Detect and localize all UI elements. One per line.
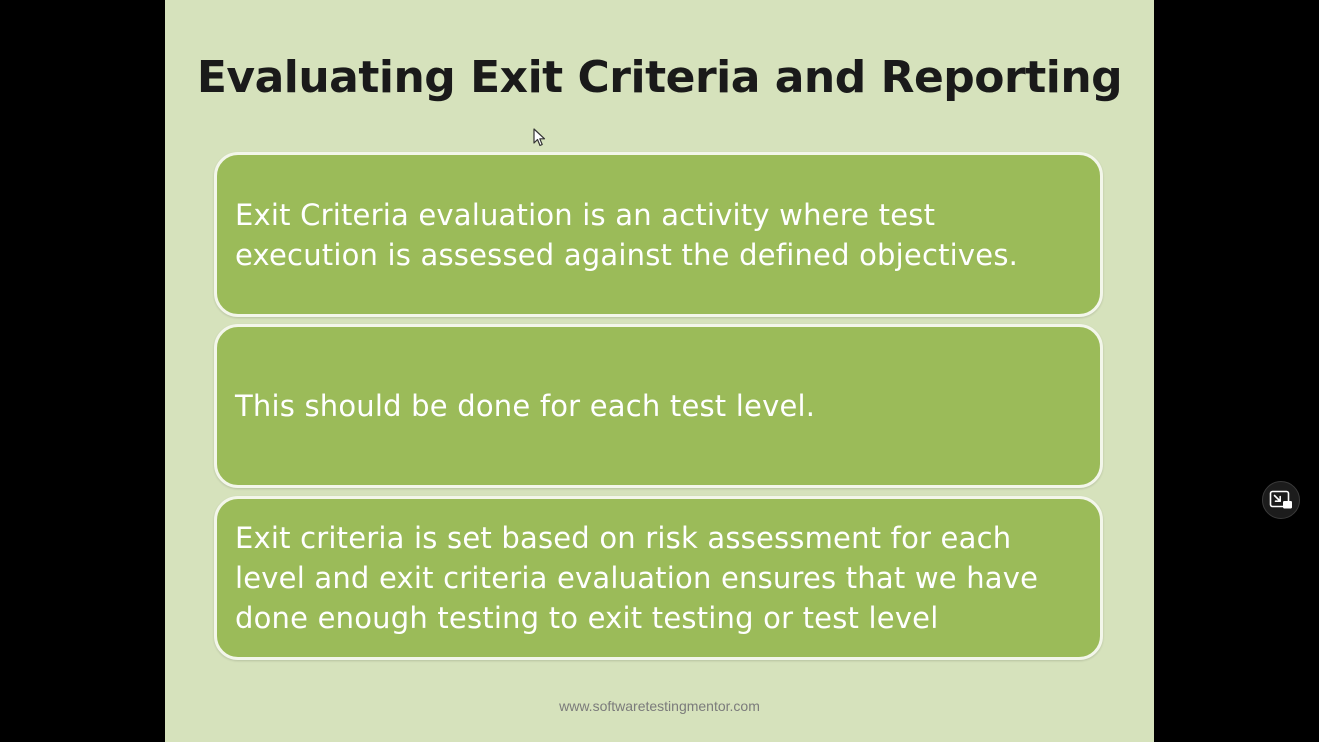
footer-url: www.softwaretestingmentor.com xyxy=(559,698,760,714)
content-box-1: Exit Criteria evaluation is an activity … xyxy=(214,152,1103,317)
content-box-3: Exit criteria is set based on risk asses… xyxy=(214,496,1103,660)
presentation-slide: Evaluating Exit Criteria and Reporting E… xyxy=(165,0,1154,742)
mouse-pointer-icon xyxy=(533,128,546,147)
content-box-2-text: This should be done for each test level. xyxy=(235,389,816,423)
content-box-2: This should be done for each test level. xyxy=(214,324,1103,488)
content-box-1-text: Exit Criteria evaluation is an activity … xyxy=(235,197,1019,272)
picture-in-picture-button[interactable] xyxy=(1262,481,1300,519)
picture-in-picture-icon xyxy=(1269,490,1292,509)
slide-title: Evaluating Exit Criteria and Reporting xyxy=(196,52,1123,103)
content-box-3-text: Exit criteria is set based on risk asses… xyxy=(235,521,1039,635)
